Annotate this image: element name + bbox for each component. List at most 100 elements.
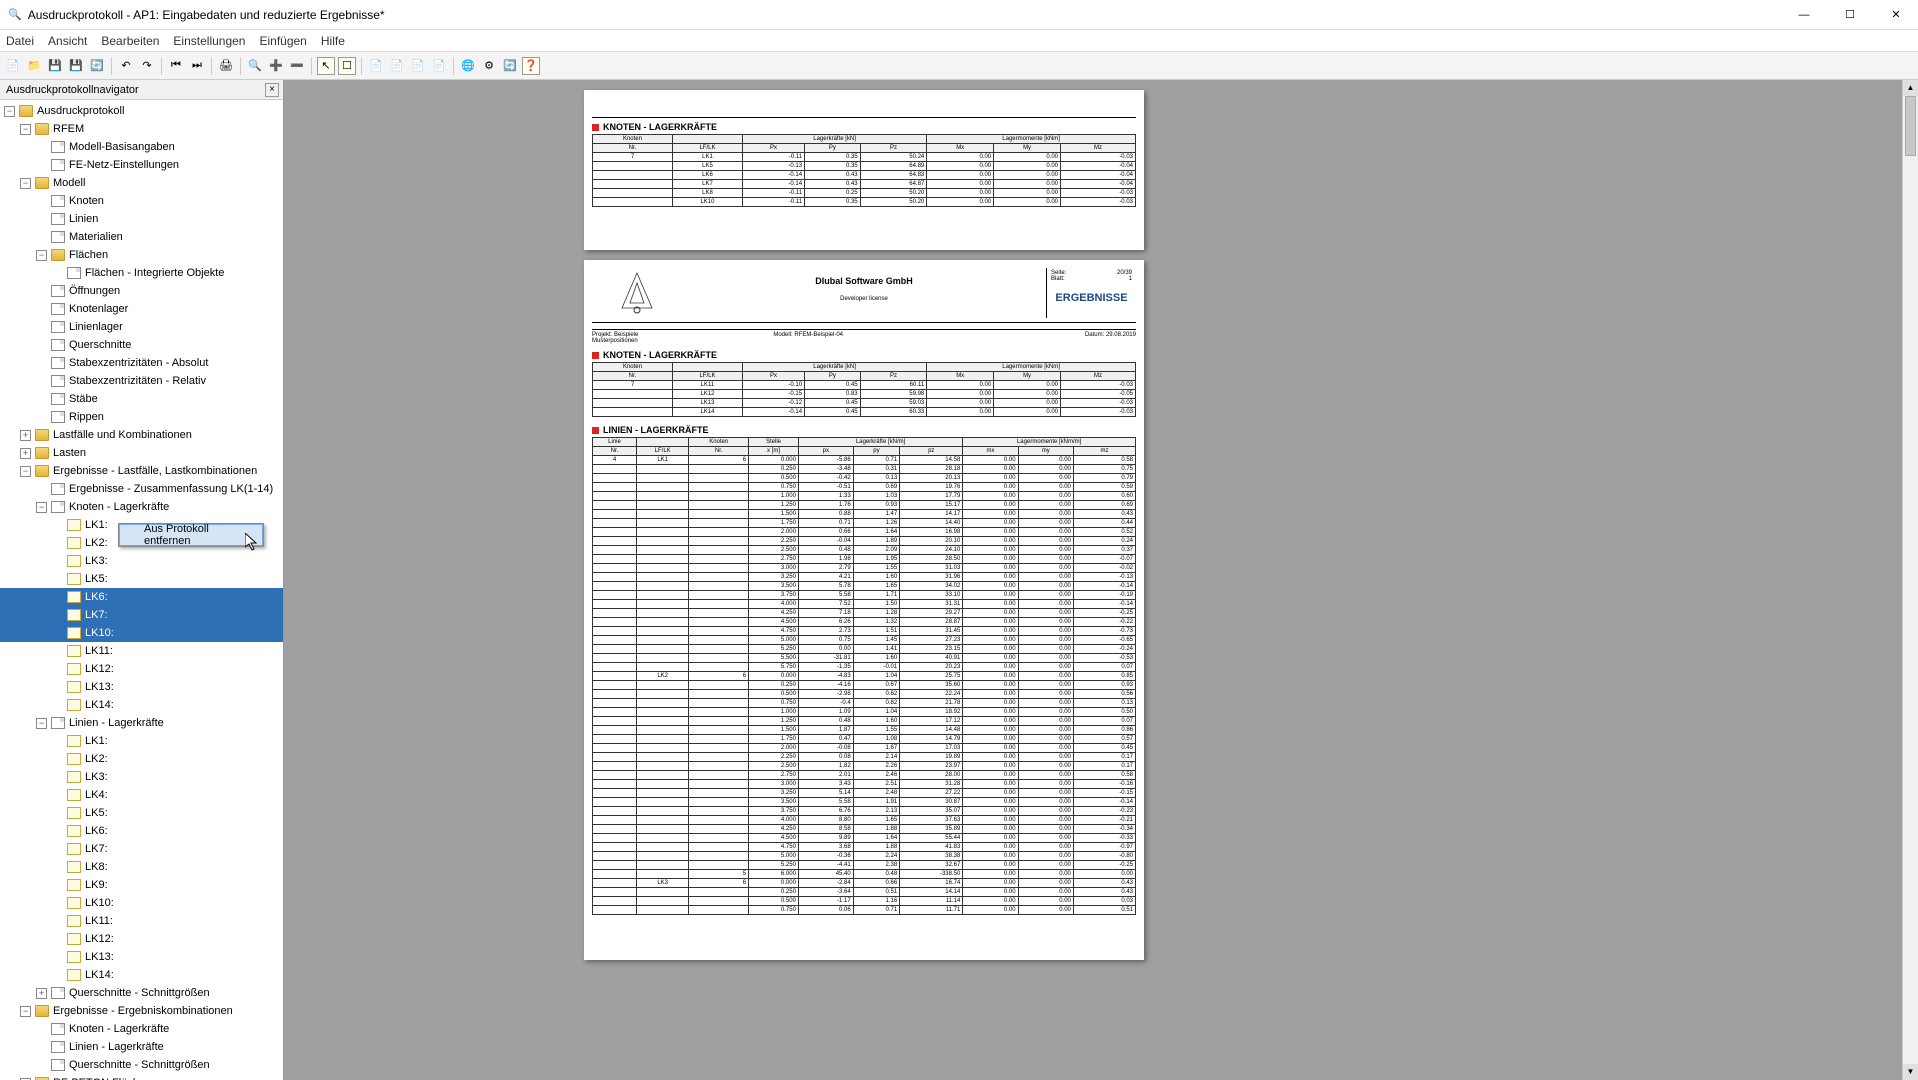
first-icon[interactable]: ⏮ (167, 57, 185, 75)
tree-item[interactable]: LK13: (0, 948, 283, 966)
vertical-scrollbar[interactable]: ▲ ▼ (1902, 80, 1918, 1080)
tree-item[interactable]: LK10: (0, 894, 283, 912)
refresh-icon[interactable]: 🔄 (88, 57, 106, 75)
tree-item[interactable]: Knoten (0, 192, 283, 210)
globe-icon[interactable]: 🌐 (459, 57, 477, 75)
preview-area[interactable]: KNOTEN - LAGERKRÄFTE KnotenLagerkräfte [… (284, 80, 1918, 1080)
tree-item[interactable]: −RFEM (0, 120, 283, 138)
tree-item[interactable]: LK6: (0, 588, 283, 606)
doc4-icon[interactable]: 📄 (430, 57, 448, 75)
tree-item[interactable]: LK5: (0, 804, 283, 822)
scroll-down-button[interactable]: ▼ (1903, 1064, 1918, 1080)
zoomfit-icon[interactable]: 🔍 (246, 57, 264, 75)
tree-item[interactable]: LK8: (0, 858, 283, 876)
separator (361, 57, 362, 75)
context-menu: Aus Protokoll entfernen (118, 523, 264, 547)
tree-item[interactable]: LK12: (0, 930, 283, 948)
navigator-close-button[interactable]: × (265, 83, 279, 97)
tree-item[interactable]: LK12: (0, 660, 283, 678)
tree-item[interactable]: Öffnungen (0, 282, 283, 300)
tree-item[interactable]: FE-Netz-Einstellungen (0, 156, 283, 174)
separator (111, 57, 112, 75)
doc3-icon[interactable]: 📄 (409, 57, 427, 75)
tree-item[interactable]: +Lasten (0, 444, 283, 462)
tree-item[interactable]: +RF-BETON Flächen (0, 1074, 283, 1080)
project-row: Projekt: BeispieleMusterpositionen Model… (592, 329, 1136, 346)
tree-item[interactable]: Linien (0, 210, 283, 228)
refresh2-icon[interactable]: 🔄 (501, 57, 519, 75)
tree[interactable]: −Ausdruckprotokoll−RFEMModell-Basisangab… (0, 100, 283, 1080)
window-title: Ausdruckprotokoll - AP1: Eingabedaten un… (28, 8, 1790, 22)
menu-bearbeiten[interactable]: Bearbeiten (101, 34, 159, 48)
tree-item[interactable]: −Ergebnisse - Ergebniskombinationen (0, 1002, 283, 1020)
help-icon[interactable]: ❓ (522, 57, 540, 75)
tree-item[interactable]: −Linien - Lagerkräfte (0, 714, 283, 732)
select-icon[interactable]: ↖ (317, 57, 335, 75)
tree-item[interactable]: Rippen (0, 408, 283, 426)
new-icon[interactable]: 📄 (4, 57, 22, 75)
tree-item[interactable]: Linienlager (0, 318, 283, 336)
redo-icon[interactable]: ↷ (138, 57, 156, 75)
minimize-button[interactable]: — (1790, 5, 1818, 25)
tree-item[interactable]: Querschnitte (0, 336, 283, 354)
menu-ansicht[interactable]: Ansicht (48, 34, 87, 48)
zoomin-icon[interactable]: ➕ (267, 57, 285, 75)
tree-item[interactable]: LK5: (0, 570, 283, 588)
tree-item[interactable]: LK11: (0, 642, 283, 660)
saveall-icon[interactable]: 💾 (67, 57, 85, 75)
tree-item[interactable]: LK7: (0, 606, 283, 624)
tree-item[interactable]: +Lastfälle und Kombinationen (0, 426, 283, 444)
tree-item[interactable]: LK7: (0, 840, 283, 858)
tree-item[interactable]: Stäbe (0, 390, 283, 408)
section-title: LINIEN - LAGERKRÄFTE (592, 425, 1136, 435)
tree-item[interactable]: LK14: (0, 966, 283, 984)
maximize-button[interactable]: ☐ (1836, 5, 1864, 25)
menu-einfügen[interactable]: Einfügen (259, 34, 306, 48)
red-square-icon (592, 427, 599, 434)
last-icon[interactable]: ⏭ (188, 57, 206, 75)
tree-item[interactable]: −Flächen (0, 246, 283, 264)
tree-item[interactable]: LK13: (0, 678, 283, 696)
close-button[interactable]: ✕ (1882, 5, 1910, 25)
tree-item[interactable]: +Querschnitte - Schnittgrößen (0, 984, 283, 1002)
tree-item[interactable]: LK1: (0, 732, 283, 750)
zoomout-icon[interactable]: ➖ (288, 57, 306, 75)
undo-icon[interactable]: ↶ (117, 57, 135, 75)
menu-datei[interactable]: Datei (6, 34, 34, 48)
tree-item[interactable]: Knotenlager (0, 300, 283, 318)
tree-item[interactable]: Modell-Basisangaben (0, 138, 283, 156)
remove-from-protocol-item[interactable]: Aus Protokoll entfernen (119, 524, 263, 546)
tree-item[interactable]: LK11: (0, 912, 283, 930)
selectbox-icon[interactable]: ☐ (338, 57, 356, 75)
save-icon[interactable]: 💾 (46, 57, 64, 75)
tree-item[interactable]: −Ergebnisse - Lastfälle, Lastkombination… (0, 462, 283, 480)
tree-item[interactable]: LK6: (0, 822, 283, 840)
tree-item[interactable]: −Modell (0, 174, 283, 192)
tree-item[interactable]: Materialien (0, 228, 283, 246)
doc2-icon[interactable]: 📄 (388, 57, 406, 75)
tree-item[interactable]: Linien - Lagerkräfte (0, 1038, 283, 1056)
tree-item[interactable]: LK3: (0, 552, 283, 570)
tree-item[interactable]: −Knoten - Lagerkräfte (0, 498, 283, 516)
tree-item[interactable]: LK3: (0, 768, 283, 786)
tree-item[interactable]: LK2: (0, 750, 283, 768)
menu-einstellungen[interactable]: Einstellungen (173, 34, 245, 48)
print-icon[interactable]: 🖨 (217, 57, 235, 75)
scroll-thumb[interactable] (1905, 96, 1916, 156)
tree-item[interactable]: LK10: (0, 624, 283, 642)
tree-item[interactable]: Ergebnisse - Zusammenfassung LK(1-14) (0, 480, 283, 498)
tree-item[interactable]: LK9: (0, 876, 283, 894)
open-icon[interactable]: 📁 (25, 57, 43, 75)
tree-item[interactable]: Knoten - Lagerkräfte (0, 1020, 283, 1038)
tree-item[interactable]: Querschnitte - Schnittgrößen (0, 1056, 283, 1074)
scroll-up-button[interactable]: ▲ (1903, 80, 1918, 96)
tree-item[interactable]: −Ausdruckprotokoll (0, 102, 283, 120)
tree-item[interactable]: Stabexzentrizitäten - Relativ (0, 372, 283, 390)
menu-hilfe[interactable]: Hilfe (321, 34, 345, 48)
gear-icon[interactable]: ⚙ (480, 57, 498, 75)
tree-item[interactable]: Stabexzentrizitäten - Absolut (0, 354, 283, 372)
tree-item[interactable]: LK4: (0, 786, 283, 804)
tree-item[interactable]: Flächen - Integrierte Objekte (0, 264, 283, 282)
doc1-icon[interactable]: 📄 (367, 57, 385, 75)
tree-item[interactable]: LK14: (0, 696, 283, 714)
